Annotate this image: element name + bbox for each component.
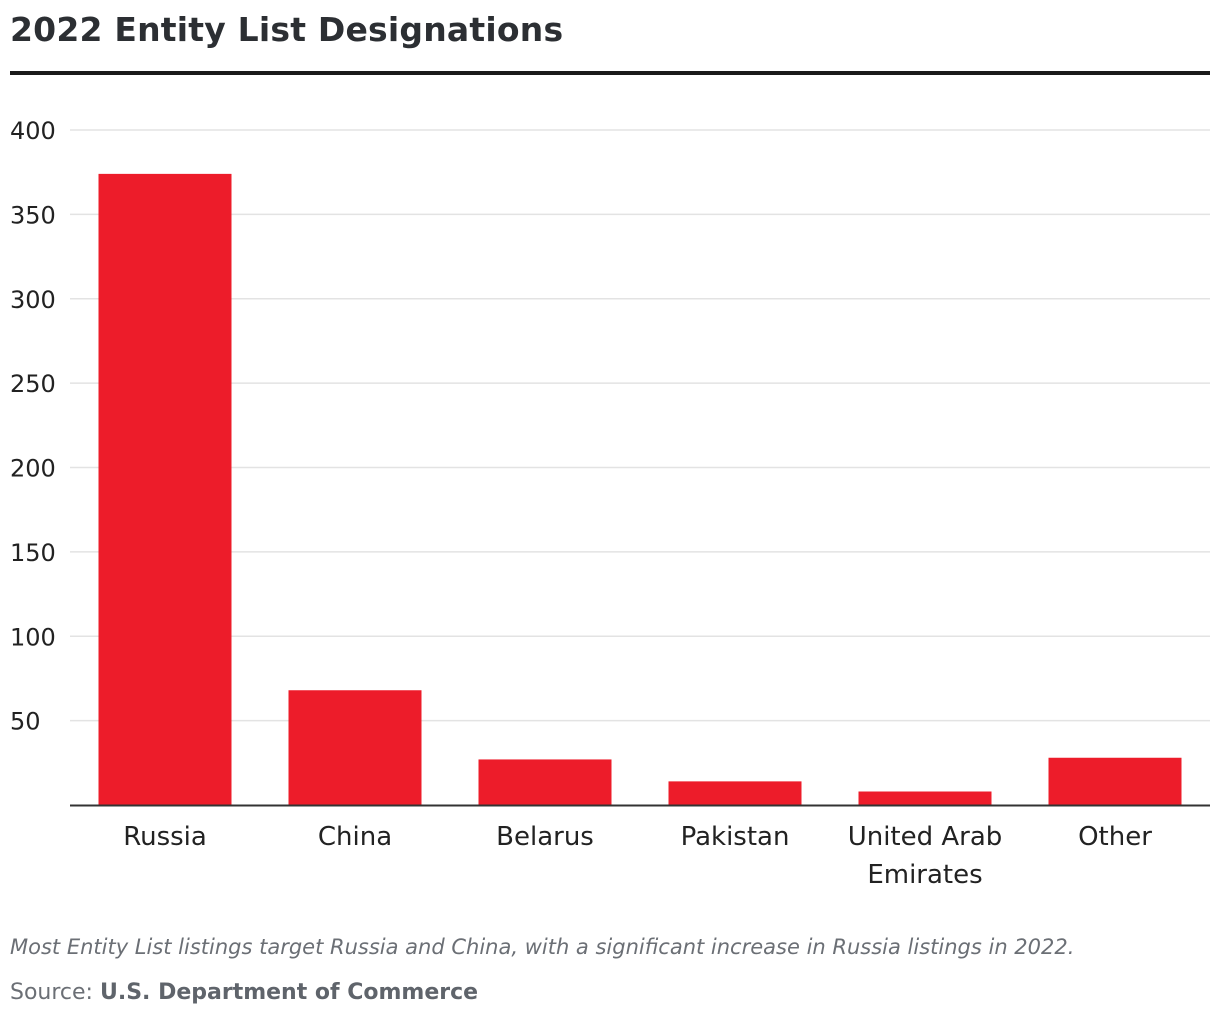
bar-chart: 50 100 150 200 250 300 350 400 Russia China Belar… — [10, 117, 1210, 890]
x-axis-labels: Russia China Belarus Pakistan United Arab Emi… — [123, 822, 1152, 890]
y-tick-label: 250 — [10, 370, 56, 398]
gridlines — [70, 129, 1210, 722]
x-tick-label: Russia — [123, 822, 207, 852]
x-tick-label: Pakistan — [681, 822, 790, 852]
bar — [288, 690, 422, 805]
chart-source: Source: U.S. Department of Commerce — [10, 980, 478, 1005]
y-tick-label: 400 — [10, 117, 56, 145]
y-tick-label: 100 — [10, 623, 56, 651]
x-tick-label: Emirates — [867, 860, 982, 890]
y-tick-label: 300 — [10, 286, 56, 314]
x-tick-label: Belarus — [496, 822, 594, 852]
bar — [858, 791, 992, 805]
bar — [98, 173, 232, 805]
x-tick-label: United Arab — [848, 822, 1003, 852]
bar — [1048, 757, 1182, 805]
y-tick-label: 150 — [10, 539, 56, 567]
bars — [98, 173, 1182, 805]
bar — [668, 781, 802, 805]
chart-title: 2022 Entity List Designations — [10, 10, 564, 49]
source-label: Source: — [10, 980, 93, 1005]
x-tick-label: Other — [1078, 822, 1152, 852]
y-tick-label: 350 — [10, 201, 56, 229]
y-axis-ticks: 50 100 150 200 250 300 350 400 — [10, 117, 56, 736]
y-tick-label: 50 — [10, 708, 41, 736]
x-tick-label: China — [318, 822, 392, 852]
bar — [478, 759, 612, 805]
y-tick-label: 200 — [10, 455, 56, 483]
title-divider — [10, 71, 1210, 75]
source-name: U.S. Department of Commerce — [99, 980, 479, 1005]
chart-caption: Most Entity List listings target Russia … — [10, 935, 1075, 959]
